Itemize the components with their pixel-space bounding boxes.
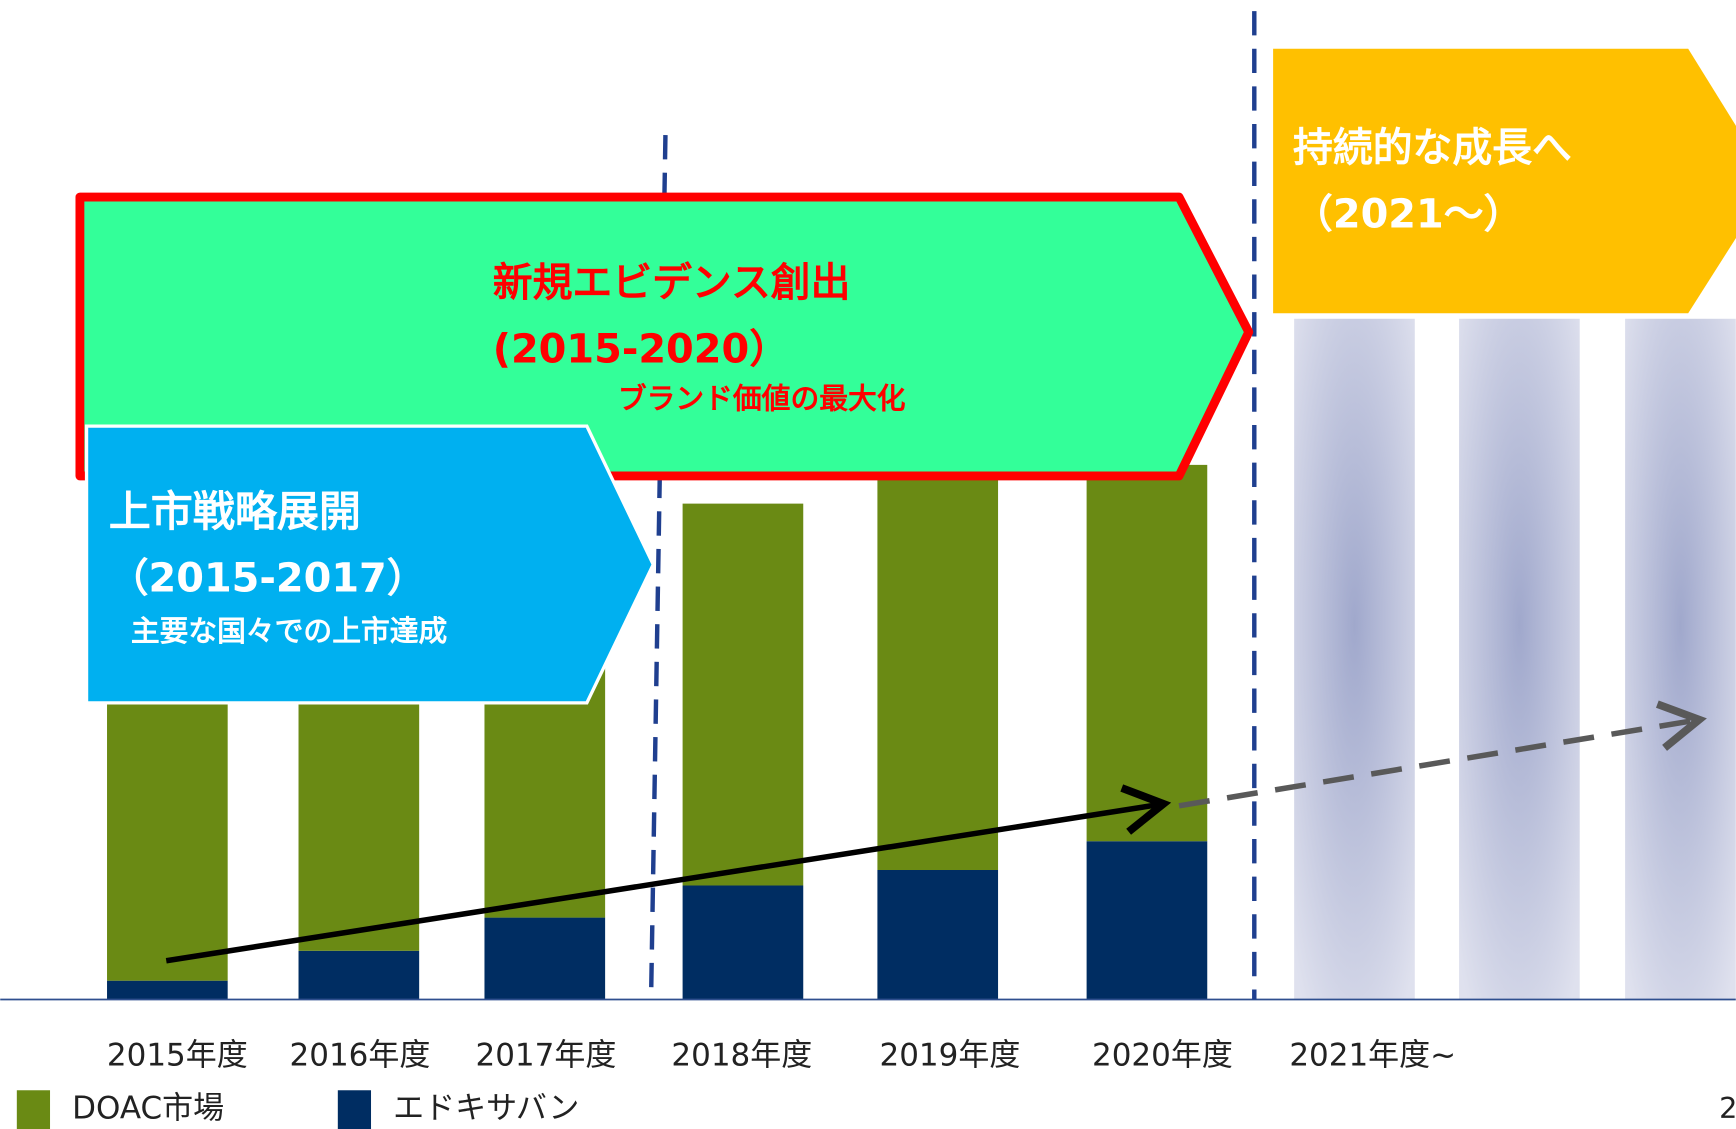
bar-segment bbox=[1086, 464, 1208, 842]
annotation: （2015-2017） bbox=[109, 556, 427, 602]
future-bar bbox=[1625, 318, 1736, 1000]
trend-arrow bbox=[1178, 700, 1707, 809]
x-tick-label: 2015年度 bbox=[107, 1038, 248, 1074]
annotation: 主要な国々での上市達成 bbox=[131, 614, 448, 648]
legend-label: エドキサバン bbox=[393, 1091, 579, 1127]
phase-box bbox=[84, 424, 656, 705]
phase-box bbox=[75, 192, 1254, 481]
bar-segment bbox=[1086, 841, 1208, 1000]
future-bar bbox=[1459, 318, 1580, 1000]
x-tick-label: 2018年度 bbox=[671, 1038, 812, 1074]
bar-segment bbox=[877, 869, 999, 1000]
annotation: （2021～） bbox=[1293, 191, 1523, 237]
phase-box bbox=[1273, 48, 1736, 314]
under-layer bbox=[1294, 318, 1736, 1000]
divider bbox=[648, 135, 668, 1000]
annotation: ブランド価値の最大化 bbox=[618, 382, 906, 416]
bar-segment bbox=[484, 917, 606, 1000]
legend-label: DOAC市場 bbox=[72, 1091, 224, 1127]
trend-arrow bbox=[165, 784, 1172, 964]
bar-segment bbox=[107, 980, 228, 1000]
x-tick-label: 2016年度 bbox=[290, 1038, 431, 1074]
future-bar bbox=[1294, 318, 1415, 1000]
legend-swatch bbox=[337, 1090, 372, 1129]
legend-swatch bbox=[16, 1090, 51, 1129]
bar-segment bbox=[682, 885, 804, 1000]
x-tick-label: 2021年度~ bbox=[1289, 1038, 1456, 1074]
page-number: 2 bbox=[1719, 1091, 1736, 1125]
bar-segment bbox=[682, 503, 804, 886]
annotation: 上市戦略展開 bbox=[109, 487, 361, 536]
legend: DOAC市場 エドキサバン bbox=[16, 1090, 579, 1129]
annotation: 持続的な成長へ bbox=[1293, 125, 1572, 171]
x-tick-label: 2020年度 bbox=[1092, 1038, 1233, 1074]
annotation: 新規エビデンス創出 bbox=[493, 260, 851, 306]
bar-segment bbox=[877, 475, 999, 870]
x-tick-label: 2019年度 bbox=[879, 1038, 1020, 1074]
x-tick-label: 2017年度 bbox=[475, 1038, 616, 1074]
annotation: (2015-2020） bbox=[493, 326, 789, 372]
bar-segment bbox=[298, 950, 420, 1000]
